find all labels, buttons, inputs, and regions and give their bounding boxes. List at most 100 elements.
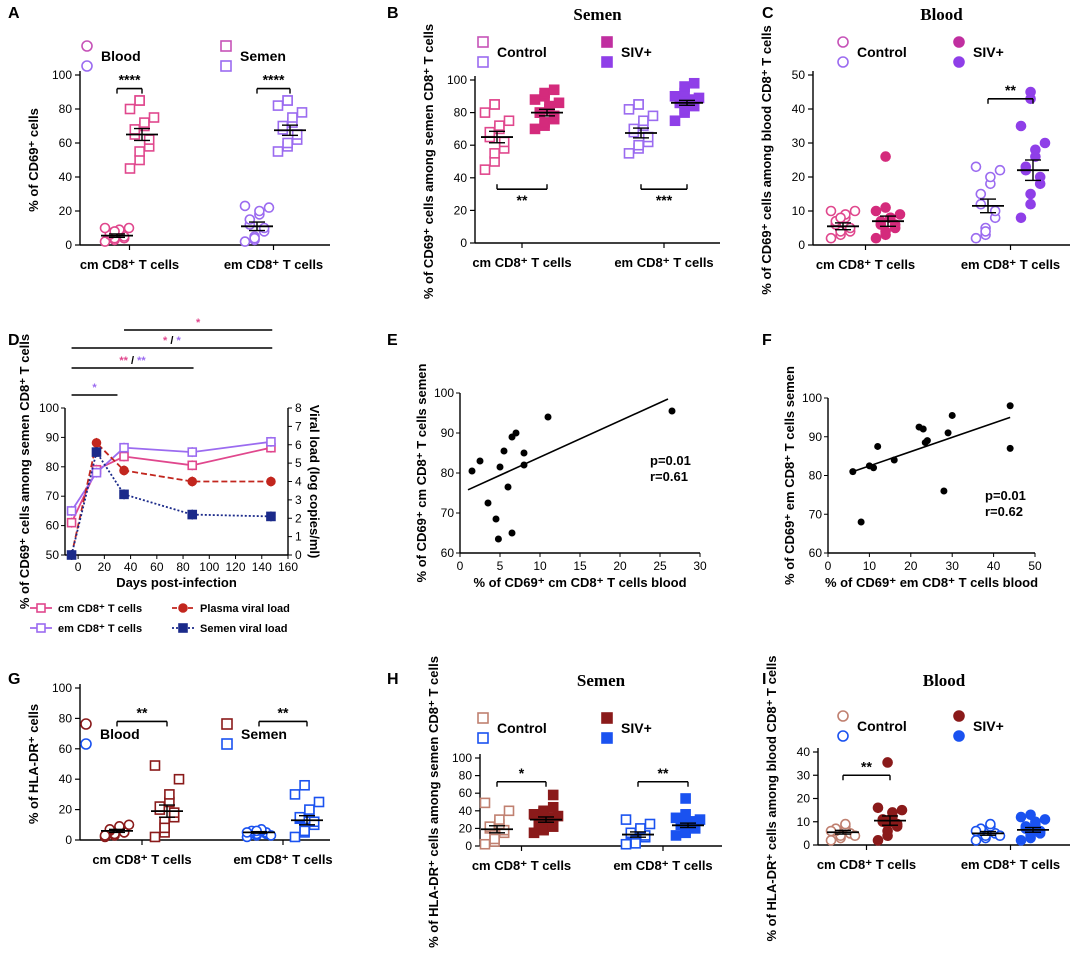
data-point xyxy=(164,789,175,800)
y-tick-label: 10 xyxy=(797,815,811,829)
data-point xyxy=(289,789,301,800)
y-tick-label: 30 xyxy=(797,768,811,782)
data-point xyxy=(970,161,982,173)
x-tick-label: 80 xyxy=(176,560,190,574)
data-point xyxy=(874,442,882,450)
panel-b: 0 20 40 60 80 100 cm CD8⁺ T cells em CD8⁺ T cel… xyxy=(421,5,720,299)
data-point xyxy=(894,209,906,220)
data-point xyxy=(134,95,145,106)
y-tick-label: 60 xyxy=(46,519,60,533)
legend-marker xyxy=(837,36,849,48)
significance-label: ** xyxy=(278,704,289,720)
y-tick-label: 20 xyxy=(792,170,806,184)
data-point xyxy=(313,796,325,808)
data-point xyxy=(849,205,861,217)
legend-label: Semen viral load xyxy=(200,623,287,635)
data-point xyxy=(849,468,857,476)
legend-marker xyxy=(80,718,92,730)
data-point xyxy=(168,807,180,818)
y-tick-label: 40 xyxy=(797,745,811,759)
x-category-label: em CD8⁺ T cells xyxy=(961,857,1060,872)
data-point xyxy=(468,467,476,475)
data-point xyxy=(944,429,952,437)
legend-label: Blood xyxy=(100,726,140,742)
y2-tick-label: 3 xyxy=(295,493,302,507)
panel-i: 0 10 20 30 40 cm CD8⁺ T cells em CD8⁺ T cells%… xyxy=(764,655,1070,942)
y-tick-label: 60 xyxy=(59,742,73,756)
data-point xyxy=(277,120,289,132)
y-tick-label: 80 xyxy=(459,769,473,783)
data-point xyxy=(890,456,898,464)
legend-label: Semen xyxy=(240,48,286,64)
y-tick-label: 20 xyxy=(797,792,811,806)
x-category-label: em CD8⁺ T cells xyxy=(614,255,713,270)
stat-label: r=0.61 xyxy=(650,469,688,484)
data-point xyxy=(985,818,996,830)
data-point xyxy=(296,107,308,118)
y-tick-label: 100 xyxy=(452,751,472,765)
data-point xyxy=(896,804,908,816)
panel-label: F xyxy=(762,332,772,349)
legend-label: Control xyxy=(857,44,907,60)
data-point xyxy=(496,463,504,471)
y-axis-label: % of CD69⁺ cells among semen CD8⁺ T cell… xyxy=(17,334,32,609)
data-point xyxy=(266,437,276,447)
legend-label: SIV+ xyxy=(973,44,1004,60)
legend-marker xyxy=(601,36,613,48)
y2-tick-label: 8 xyxy=(295,401,302,415)
y-axis-label: % of CD69⁺ cm CD8⁺ T cells semen xyxy=(414,363,429,582)
y-tick-label: 100 xyxy=(802,391,822,405)
data-point xyxy=(1015,212,1027,224)
data-point xyxy=(299,825,310,837)
data-point xyxy=(528,827,540,839)
significance-label: ** xyxy=(861,758,872,774)
legend-marker xyxy=(953,56,965,68)
panel-e: 60 70 80 90 100 0 5 10 15 20 25 30 % of CD69⁺ cm CD8… xyxy=(414,363,707,590)
data-point xyxy=(1015,835,1027,846)
y-tick-label: 50 xyxy=(792,68,806,82)
significance-label: ** xyxy=(658,765,669,781)
data-point xyxy=(239,236,251,247)
panel-f: 60 70 80 90 100 0 10 20 30 40 50 % of CD69⁺ em CD8⁺… xyxy=(782,366,1042,590)
data-point xyxy=(628,123,640,135)
legend-marker xyxy=(220,60,232,72)
y-tick-label: 80 xyxy=(59,102,73,116)
significance-part: * xyxy=(92,382,97,394)
legend-marker xyxy=(601,56,613,68)
legend-label: Plasma viral load xyxy=(200,603,290,615)
data-point xyxy=(173,773,185,785)
significance-part: * xyxy=(163,335,168,347)
x-category-label: em CD8⁺ T cells xyxy=(233,852,332,867)
significance-part: ** xyxy=(137,355,146,367)
panel-label: C xyxy=(762,5,774,22)
legend-label: SIV+ xyxy=(621,720,652,736)
data-point xyxy=(547,801,559,813)
x-tick-label: 30 xyxy=(693,559,707,573)
significance-label: * / * xyxy=(163,335,181,347)
data-point xyxy=(149,760,161,771)
data-point xyxy=(679,81,690,92)
y-tick-label: 90 xyxy=(809,430,823,444)
data-point xyxy=(1006,402,1014,410)
x-axis-label: % of CD69⁺ em CD8⁺ T cells blood xyxy=(825,575,1038,590)
data-point xyxy=(870,205,882,217)
regression-line xyxy=(467,398,669,491)
x-tick-label: 60 xyxy=(150,560,164,574)
panel-c: 0 10 20 30 40 50 cm CD8⁺ T cells em CD8⁺ T cell… xyxy=(759,5,1070,295)
x-category-label: em CD8⁺ T cells xyxy=(961,257,1060,272)
y-tick-label: 80 xyxy=(454,106,468,120)
y-tick-label: 0 xyxy=(65,238,72,252)
data-point xyxy=(520,449,528,457)
data-point xyxy=(187,460,198,471)
data-point xyxy=(479,164,491,175)
data-point xyxy=(282,137,293,149)
data-point xyxy=(282,95,293,106)
data-point xyxy=(872,802,884,814)
x-category-label: cm CD8⁺ T cells xyxy=(472,255,571,270)
data-point xyxy=(989,205,1001,217)
data-point xyxy=(539,87,550,99)
y-tick-label: 90 xyxy=(441,426,455,440)
series-line xyxy=(70,440,272,512)
significance-label: *** xyxy=(656,192,673,208)
legend-label: cm CD8⁺ T cells xyxy=(58,603,142,615)
